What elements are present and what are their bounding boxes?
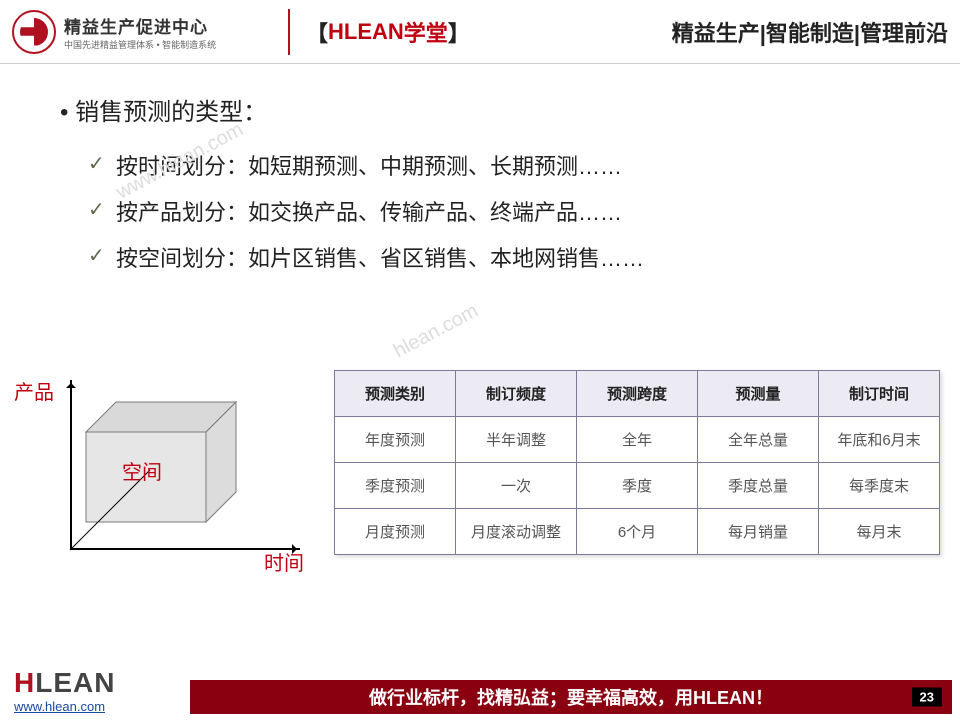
td: 一次 (456, 463, 577, 509)
logo-h: H (14, 667, 35, 698)
footer-left: HLEAN www.hlean.com (0, 663, 190, 720)
td: 年底和6月末 (819, 417, 940, 463)
page-number: 23 (912, 688, 942, 707)
bracket-open: 【 (306, 16, 328, 48)
table-row: 月度预测 月度滚动调整 6个月 每月销量 每月末 (335, 509, 940, 555)
table-header-row: 预测类别 制订频度 预测跨度 预测量 制订时间 (335, 371, 940, 417)
footer: HLEAN www.hlean.com 做行业标杆，找精弘益；要幸福高效，用HL… (0, 656, 960, 720)
header: 精益生产促进中心 中国先进精益管理体系 • 智能制造系统 【 HLEAN 学堂 … (0, 0, 960, 64)
td: 月度预测 (335, 509, 456, 555)
td: 6个月 (577, 509, 698, 555)
logo-subtitle: 中国先进精益管理体系 • 智能制造系统 (64, 38, 216, 51)
bullet-item: 按时间划分：如短期预测、中期预测、长期预测…… (88, 149, 900, 181)
brand-suffix1: 学堂 (404, 16, 448, 48)
th: 制订频度 (456, 371, 577, 417)
td: 每月末 (819, 509, 940, 555)
bullet-item: 按产品划分：如交换产品、传输产品、终端产品…… (88, 195, 900, 227)
td: 月度滚动调整 (456, 509, 577, 555)
logo-lean: LEAN (35, 667, 115, 698)
td: 全年 (577, 417, 698, 463)
table-row: 年度预测 半年调整 全年 全年总量 年底和6月末 (335, 417, 940, 463)
th: 预测跨度 (577, 371, 698, 417)
forecast-table: 预测类别 制订频度 预测跨度 预测量 制订时间 年度预测 半年调整 全年 全年总… (334, 370, 940, 555)
footer-slogan: 做行业标杆，找精弘益；要幸福高效，用HLEAN！ (369, 684, 773, 710)
axis-label-time: 时间 (264, 547, 304, 576)
brand-text: HLEAN (328, 19, 404, 45)
th: 预测量 (698, 371, 819, 417)
header-divider (288, 9, 290, 55)
footer-logo: HLEAN (14, 667, 180, 699)
diagram-table-row: 产品 空间 时间 预测类别 制订频度 预测跨度 预测量 制订时间 年度预测 (10, 370, 940, 580)
td: 季度 (577, 463, 698, 509)
td: 年度预测 (335, 417, 456, 463)
logo-title: 精益生产促进中心 (64, 13, 216, 38)
header-center: 【 HLEAN 学堂 】 (306, 16, 672, 48)
cube-diagram: 产品 空间 时间 (10, 370, 310, 580)
td: 半年调整 (456, 417, 577, 463)
td: 季度预测 (335, 463, 456, 509)
footer-bar: 做行业标杆，找精弘益；要幸福高效，用HLEAN！ 23 (190, 680, 952, 714)
bullet-list: 按时间划分：如短期预测、中期预测、长期预测…… 按产品划分：如交换产品、传输产品… (60, 149, 900, 273)
logo-icon (12, 10, 56, 54)
footer-url: www.hlean.com (14, 699, 180, 714)
section-title: 销售预测的类型： (60, 92, 900, 127)
th: 预测类别 (335, 371, 456, 417)
logo-area: 精益生产促进中心 中国先进精益管理体系 • 智能制造系统 (12, 10, 272, 54)
td: 全年总量 (698, 417, 819, 463)
bullet-item: 按空间划分：如片区销售、省区销售、本地网销售…… (88, 241, 900, 273)
content-area: 销售预测的类型： 按时间划分：如短期预测、中期预测、长期预测…… 按产品划分：如… (0, 64, 960, 273)
header-right: 精益生产|智能制造|管理前沿 (672, 16, 948, 48)
table-row: 季度预测 一次 季度 季度总量 每季度末 (335, 463, 940, 509)
th: 制订时间 (819, 371, 940, 417)
td: 每季度末 (819, 463, 940, 509)
td: 每月销量 (698, 509, 819, 555)
td: 季度总量 (698, 463, 819, 509)
watermark: hlean.com (390, 300, 482, 364)
axis-label-space: 空间 (122, 456, 162, 485)
bracket-close: 】 (448, 16, 470, 48)
logo-text: 精益生产促进中心 中国先进精益管理体系 • 智能制造系统 (64, 13, 216, 51)
